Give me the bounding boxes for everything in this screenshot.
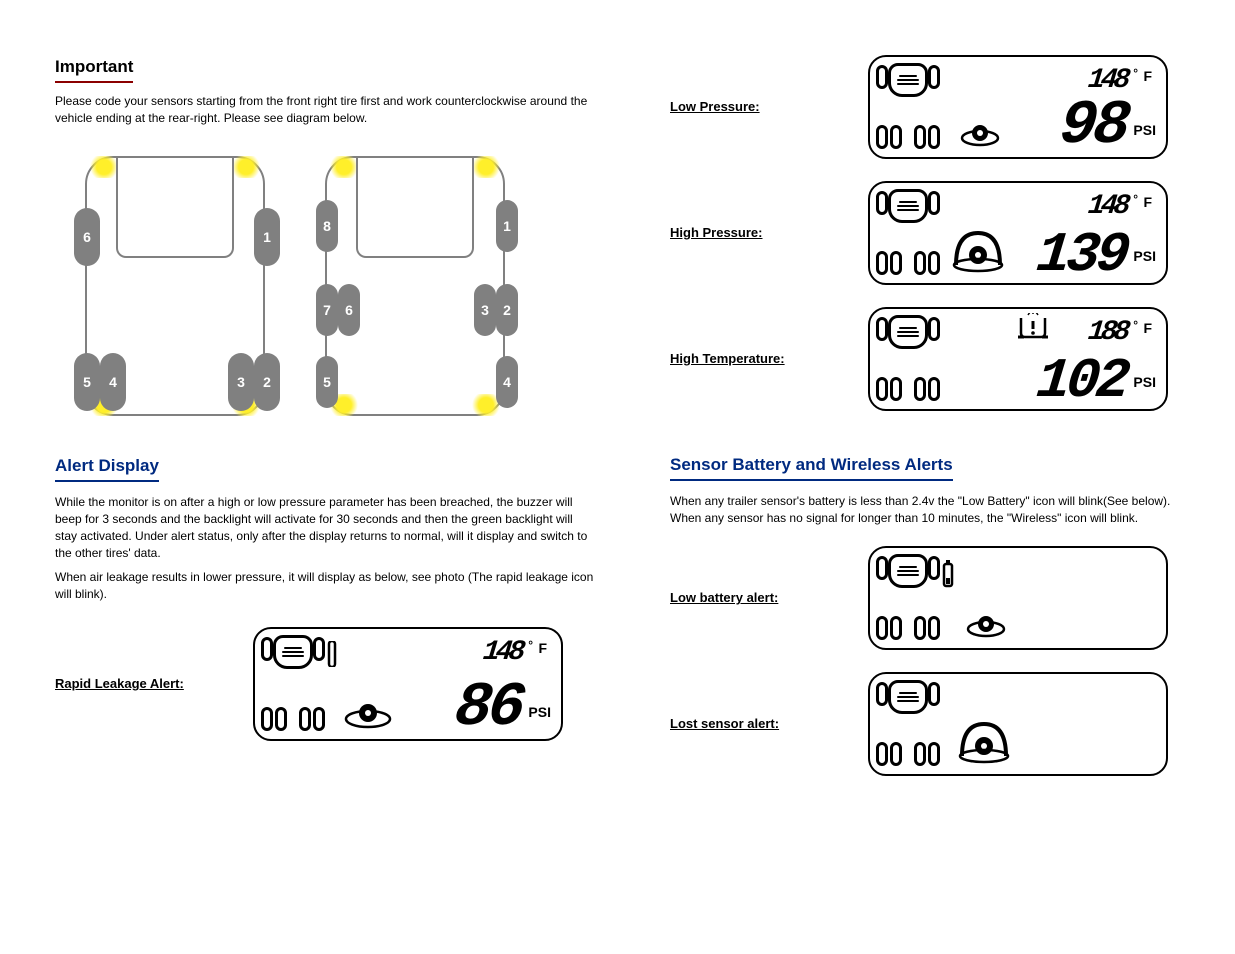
truck-icon bbox=[261, 635, 325, 733]
flat-tire-icon bbox=[958, 111, 1002, 147]
tire-label: 7 bbox=[316, 284, 338, 336]
tpms-warning-icon bbox=[1018, 313, 1048, 339]
low-pressure-label: Low Pressure: bbox=[670, 99, 760, 114]
high-temp-label: High Temperature: bbox=[670, 351, 785, 366]
tire-label: 5 bbox=[74, 353, 100, 411]
vehicle-diagrams: 615432 81763254 bbox=[85, 156, 595, 416]
psi-value: 98 bbox=[1056, 95, 1129, 157]
battery-wireless-para: When any trailer sensor's battery is les… bbox=[670, 493, 1180, 527]
lcd-low-battery bbox=[868, 546, 1168, 650]
psi-value: 86 bbox=[451, 677, 524, 739]
tire-label: 1 bbox=[254, 208, 280, 266]
vehicle-8wheel: 81763254 bbox=[325, 156, 505, 416]
lost-sensor-row: Lost sensor alert: bbox=[670, 672, 1180, 776]
low-battery-row: Low battery alert: bbox=[670, 546, 1180, 650]
important-para: Please code your sensors starting from t… bbox=[55, 93, 595, 127]
tire-label: 5 bbox=[316, 356, 338, 408]
lcd-high-pressure: 148 °F 139 PSI bbox=[868, 181, 1168, 285]
rapid-leakage-label: Rapid Leakage Alert: bbox=[55, 676, 184, 691]
psi-unit: PSI bbox=[528, 703, 551, 723]
low-battery-label: Low battery alert: bbox=[670, 590, 778, 605]
alert-display-title: Alert Display bbox=[55, 454, 159, 482]
psi-value: 139 bbox=[1034, 227, 1129, 283]
psi-value: 102 bbox=[1034, 353, 1129, 409]
high-temp-row: High Temperature: 188 bbox=[670, 307, 1180, 411]
truck-icon bbox=[876, 680, 940, 768]
truck-icon bbox=[876, 189, 940, 277]
lost-sensor-label: Lost sensor alert: bbox=[670, 716, 779, 731]
alert-para-2: When air leakage results in lower pressu… bbox=[55, 569, 595, 603]
tire-label: 3 bbox=[474, 284, 496, 336]
vehicle-6wheel: 615432 bbox=[85, 156, 265, 416]
flat-tire-icon bbox=[343, 689, 393, 729]
lcd-high-temp: 188 °F 102 PSI bbox=[868, 307, 1168, 411]
truck-icon bbox=[876, 315, 940, 403]
high-pressure-label: High Pressure: bbox=[670, 225, 762, 240]
inflated-tire-icon bbox=[948, 223, 1008, 273]
high-pressure-row: High Pressure: 148 °F 139 PSI bbox=[670, 181, 1180, 285]
temp-value: 148 bbox=[1086, 187, 1129, 226]
truck-icon bbox=[876, 63, 940, 151]
tire-label: 1 bbox=[496, 200, 518, 252]
tire-label: 6 bbox=[338, 284, 360, 336]
lcd-low-pressure: 148 °F 98 PSI bbox=[868, 55, 1168, 159]
tire-label: 4 bbox=[496, 356, 518, 408]
tire-label: 3 bbox=[228, 353, 254, 411]
tire-label: 8 bbox=[316, 200, 338, 252]
tire-label: 6 bbox=[74, 208, 100, 266]
battery-wireless-title: Sensor Battery and Wireless Alerts bbox=[670, 453, 953, 481]
important-title: Important bbox=[55, 55, 133, 83]
temp-value: 148 bbox=[481, 633, 524, 672]
temp-value: 188 bbox=[1086, 313, 1129, 352]
temp-unit: F bbox=[538, 639, 547, 659]
rapid-leakage-row: Rapid Leakage Alert: 148 °F 86 PSI bbox=[55, 627, 595, 741]
flat-tire-icon bbox=[964, 602, 1008, 638]
lcd-rapid-leakage: 148 °F 86 PSI bbox=[253, 627, 563, 741]
inflated-tire-icon bbox=[954, 714, 1014, 764]
lcd-lost-sensor bbox=[868, 672, 1168, 776]
tire-label: 4 bbox=[100, 353, 126, 411]
truck-icon bbox=[876, 554, 940, 642]
low-pressure-row: Low Pressure: 148 °F 98 PSI bbox=[670, 55, 1180, 159]
right-column: Low Pressure: 148 °F 98 PSI High Pressur… bbox=[670, 55, 1180, 798]
tire-label: 2 bbox=[254, 353, 280, 411]
tire-label: 2 bbox=[496, 284, 518, 336]
left-column: Important Please code your sensors start… bbox=[55, 55, 595, 763]
alert-para-1: While the monitor is on after a high or … bbox=[55, 494, 595, 561]
